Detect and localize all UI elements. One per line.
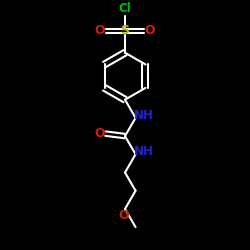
Text: NH: NH — [134, 145, 154, 158]
Text: Cl: Cl — [119, 2, 132, 15]
Text: NH: NH — [134, 109, 154, 122]
Text: S: S — [120, 24, 130, 38]
Text: O: O — [118, 209, 129, 222]
Text: O: O — [95, 24, 106, 38]
Text: O: O — [95, 127, 106, 140]
Text: O: O — [144, 24, 155, 38]
